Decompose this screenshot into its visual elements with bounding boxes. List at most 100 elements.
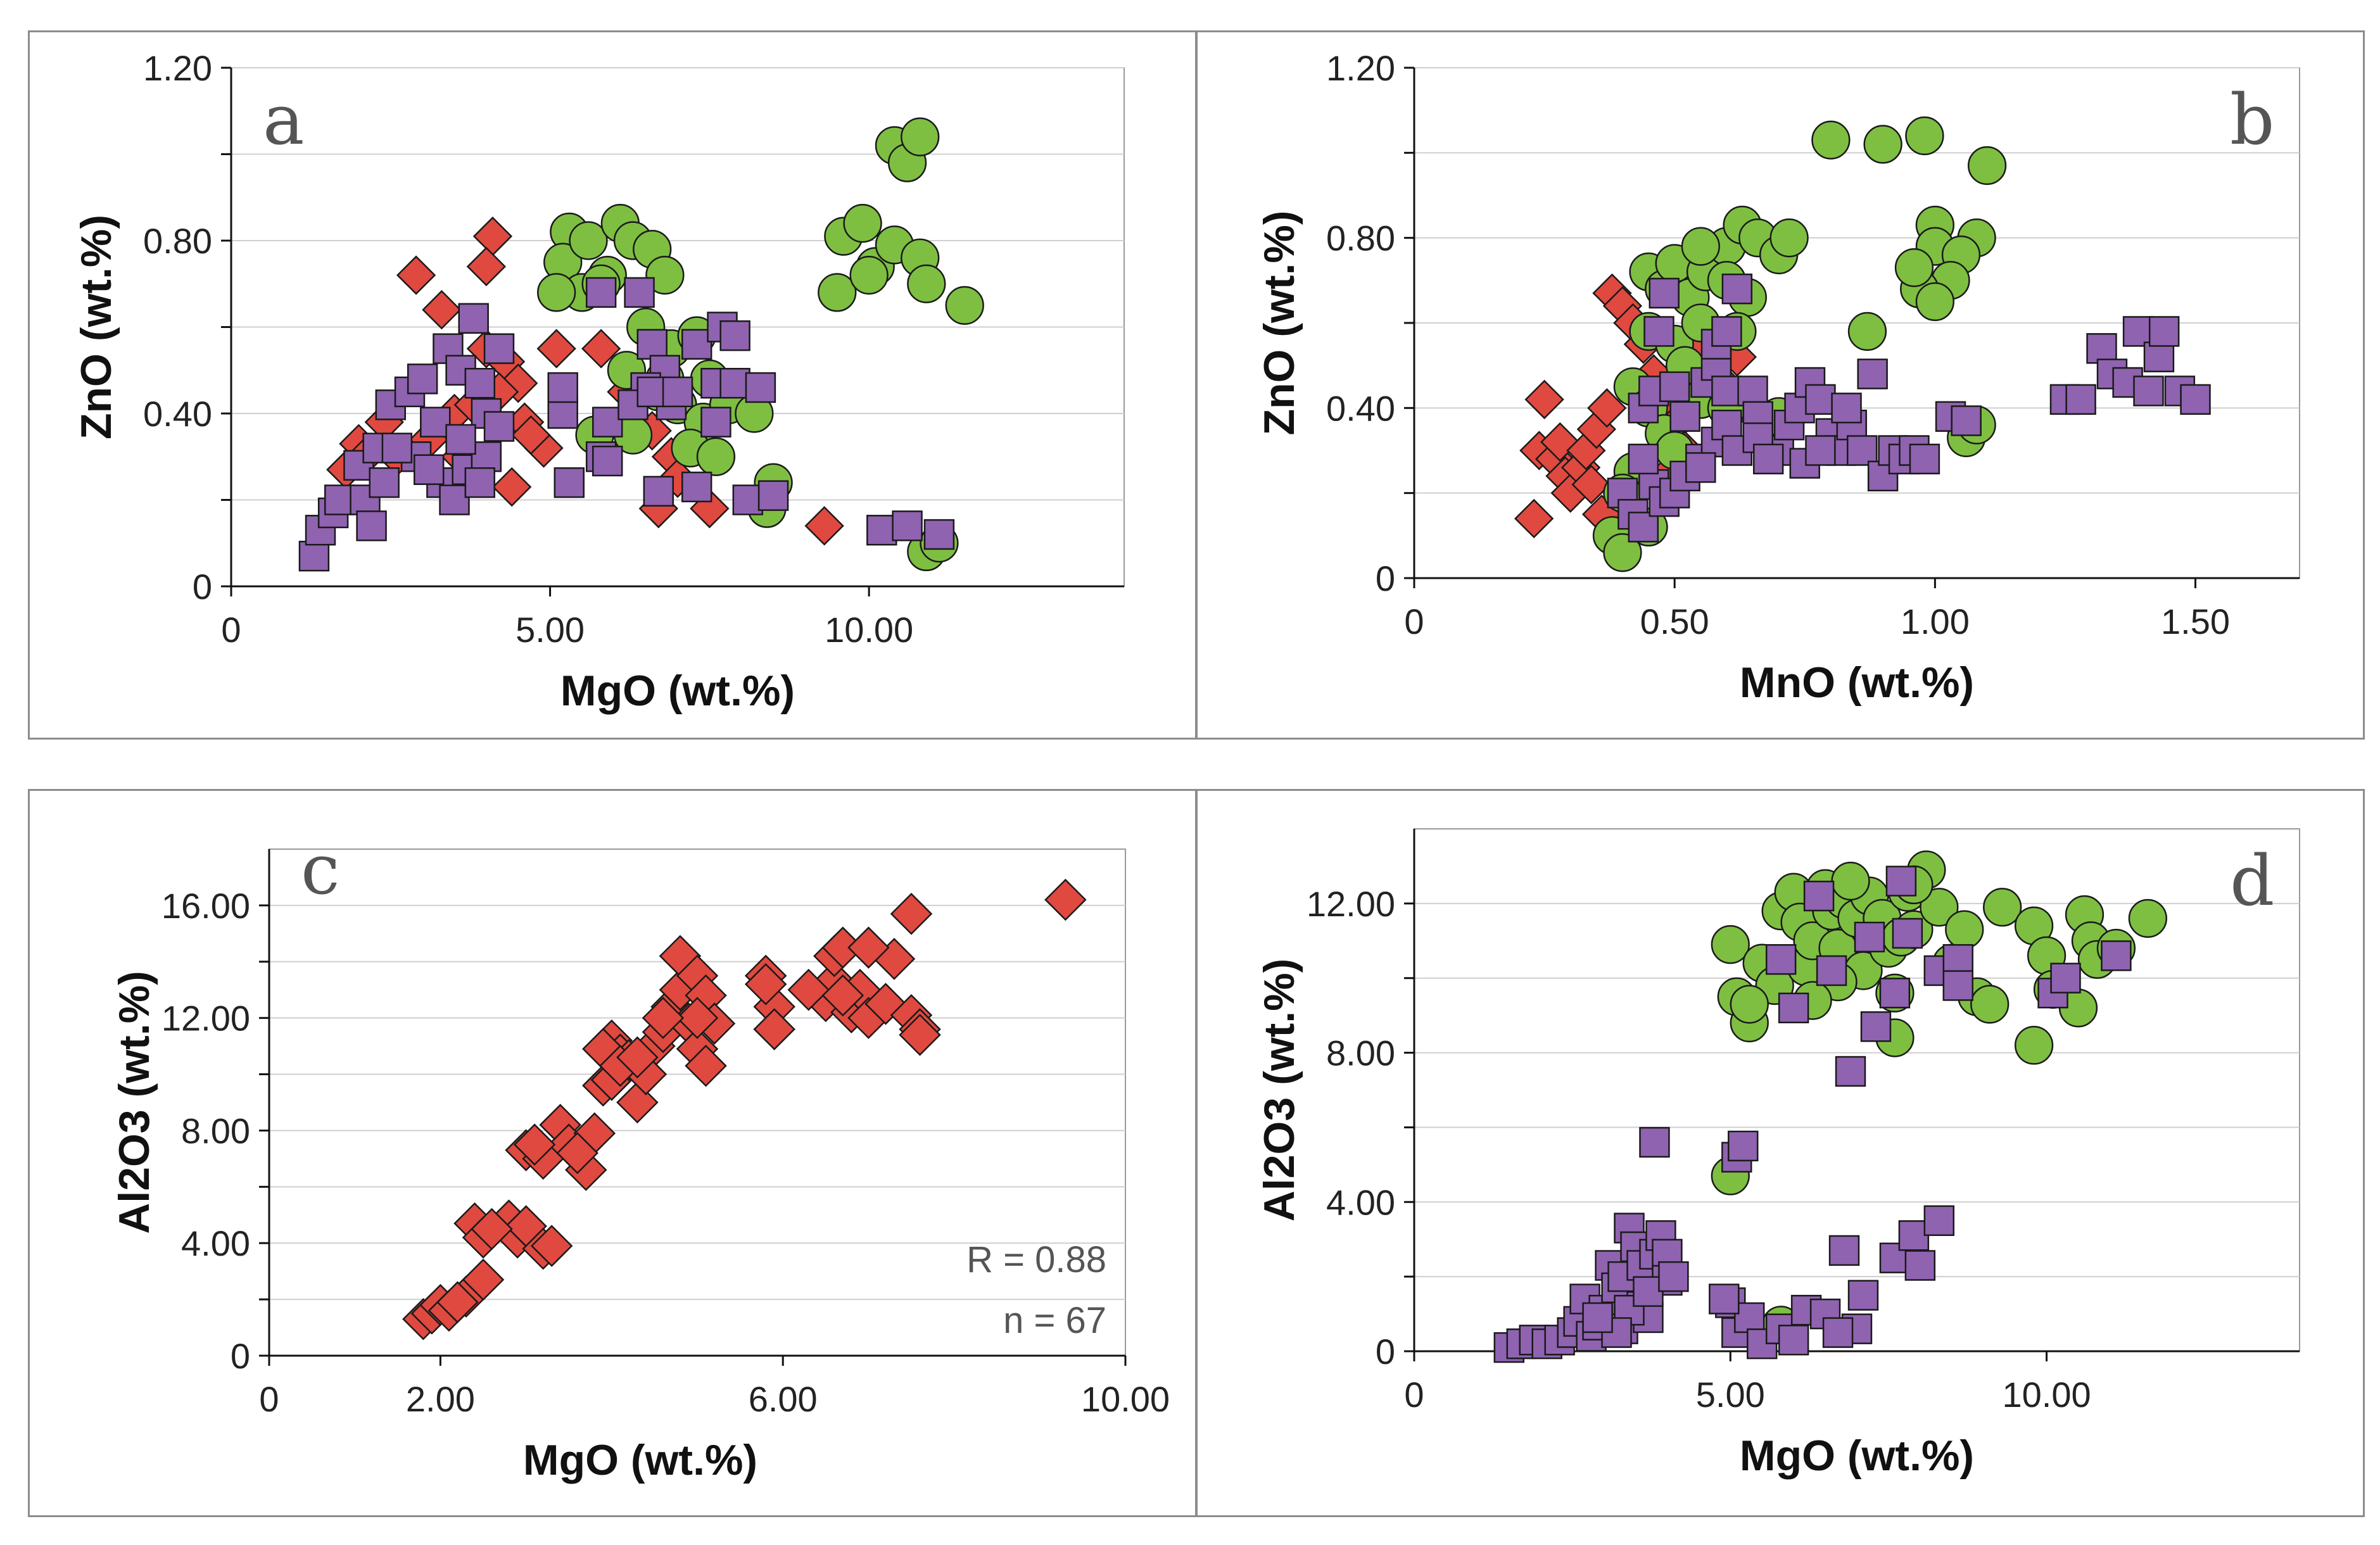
y-tick-label: 0.40: [143, 394, 212, 434]
y-tick-label: 16.00: [161, 886, 250, 926]
data-point-diamond: [530, 1225, 573, 1267]
data-point-square: [1898, 1220, 1930, 1251]
data-point-square: [662, 376, 693, 408]
data-point-square: [681, 471, 712, 503]
data-point-diamond: [513, 1123, 556, 1166]
data-point-square: [1805, 435, 1836, 466]
data-point-circle: [1970, 985, 2010, 1024]
data-point-diamond: [642, 997, 685, 1039]
y-tick-label: 1.20: [1326, 48, 1395, 88]
x-axis-title: MnO (wt.%): [1740, 659, 1974, 707]
data-point-circle: [1967, 146, 2007, 186]
y-tick-label: 0: [1376, 1332, 1395, 1372]
data-point-square: [1867, 460, 1899, 492]
data-point-square: [1857, 358, 1888, 389]
data-point-circle: [849, 255, 889, 295]
y-tick-label: 4.00: [1326, 1182, 1395, 1222]
data-point-square: [1633, 1276, 1664, 1307]
data-point-square: [1628, 512, 1659, 543]
data-point-square: [1721, 274, 1753, 305]
data-point-square: [445, 424, 476, 455]
data-point-square: [2050, 962, 2081, 993]
data-point-square: [1728, 1130, 1759, 1162]
data-point-diamond: [396, 255, 436, 295]
data-point-square: [1822, 1317, 1854, 1348]
data-point-circle: [1863, 125, 1902, 164]
data-point-circle: [645, 255, 685, 295]
data-point-square: [1582, 1302, 1613, 1334]
data-point-square: [1628, 443, 1659, 475]
data-markers: [1514, 116, 2211, 572]
panel-letter: c: [301, 829, 340, 910]
data-point-circle: [843, 204, 882, 243]
data-point-square: [2180, 384, 2211, 415]
data-point-square: [324, 484, 355, 515]
data-point-square: [464, 368, 495, 399]
stat-annotation: n = 67: [1003, 1300, 1106, 1341]
data-point-square: [298, 541, 330, 572]
data-point-square: [458, 303, 489, 334]
data-point-square: [1734, 1302, 1765, 1334]
y-tick-label: 0.80: [1326, 218, 1395, 258]
data-point-circle: [1603, 533, 1642, 572]
data-point-diamond: [556, 1132, 598, 1175]
data-point-square: [1669, 401, 1700, 432]
y-tick-label: 12.00: [1307, 884, 1395, 924]
panel-letter: d: [2230, 840, 2274, 921]
data-point-square: [1860, 1011, 1892, 1042]
data-point-square: [1778, 992, 1809, 1024]
chart-panel-a: 0 0.40 0.80 1.20 0 5.00 10.00 MgO (wt.%) ZnO (wt…: [28, 30, 1197, 740]
data-point-circle: [1905, 116, 1944, 156]
data-point-square: [892, 510, 923, 541]
data-point-square: [624, 277, 655, 308]
y-tick-label: 12.00: [161, 999, 250, 1038]
y-tick-label: 8.00: [1326, 1033, 1395, 1073]
x-tick-label: 10.00: [825, 610, 913, 650]
data-point-square: [1778, 1325, 1809, 1356]
data-point-square: [2065, 384, 2096, 415]
x-axis-title: MgO (wt.%): [523, 1436, 757, 1484]
chart-panel-d: 0 4.00 8.00 12.00 0 5.00 10.00 MgO (wt.%) Al2O3 …: [1196, 789, 2365, 1517]
data-point-square: [1828, 1235, 1860, 1266]
data-point-circle: [1811, 120, 1851, 160]
chart-a-plot: 0 0.40 0.80 1.20 0 5.00 10.00 MgO (wt.%) ZnO (wt…: [72, 48, 1125, 715]
data-point-circle: [1847, 312, 1887, 351]
data-point-square: [923, 519, 955, 550]
data-point-circle: [818, 273, 857, 312]
data-point-square: [1643, 316, 1674, 347]
data-point-circle: [2014, 1026, 2054, 1065]
x-axis-title: MgO (wt.%): [560, 667, 795, 715]
data-point-square: [471, 441, 502, 472]
data-point-square: [2101, 940, 2132, 971]
data-point-square: [1805, 384, 1836, 415]
data-point-square: [1835, 1056, 1866, 1087]
data-point-diamond: [462, 1258, 505, 1301]
x-tick-label: 0: [259, 1379, 279, 1419]
data-point-square: [483, 333, 515, 364]
x-tick-label: 0: [221, 610, 241, 650]
data-point-square: [1854, 921, 1885, 953]
y-tick-label: 1.20: [143, 48, 212, 88]
data-point-diamond: [804, 506, 844, 546]
data-point-square: [350, 484, 381, 515]
data-point-diamond: [1524, 379, 1564, 420]
data-point-square: [1685, 452, 1716, 483]
panel-letter: b: [2230, 79, 2274, 160]
data-point-diamond: [1044, 878, 1087, 921]
data-point-diamond: [616, 1036, 659, 1079]
data-point-square: [732, 484, 763, 515]
data-point-square: [1711, 409, 1742, 441]
data-point-diamond: [436, 1281, 479, 1323]
data-point-square: [1831, 393, 1862, 424]
data-point-circle: [1983, 888, 2022, 927]
data-point-square: [464, 467, 495, 498]
y-tick-label: 8.00: [181, 1111, 250, 1151]
data-point-diamond: [472, 217, 513, 256]
data-point-square: [1879, 978, 1911, 1009]
data-point-diamond: [1571, 465, 1611, 505]
data-markers: [402, 878, 1087, 1340]
data-point-square: [1711, 375, 1742, 407]
x-axis-title: MgO (wt.%): [1740, 1432, 1974, 1480]
data-point-square: [2148, 316, 2180, 347]
data-point-square: [420, 407, 451, 438]
